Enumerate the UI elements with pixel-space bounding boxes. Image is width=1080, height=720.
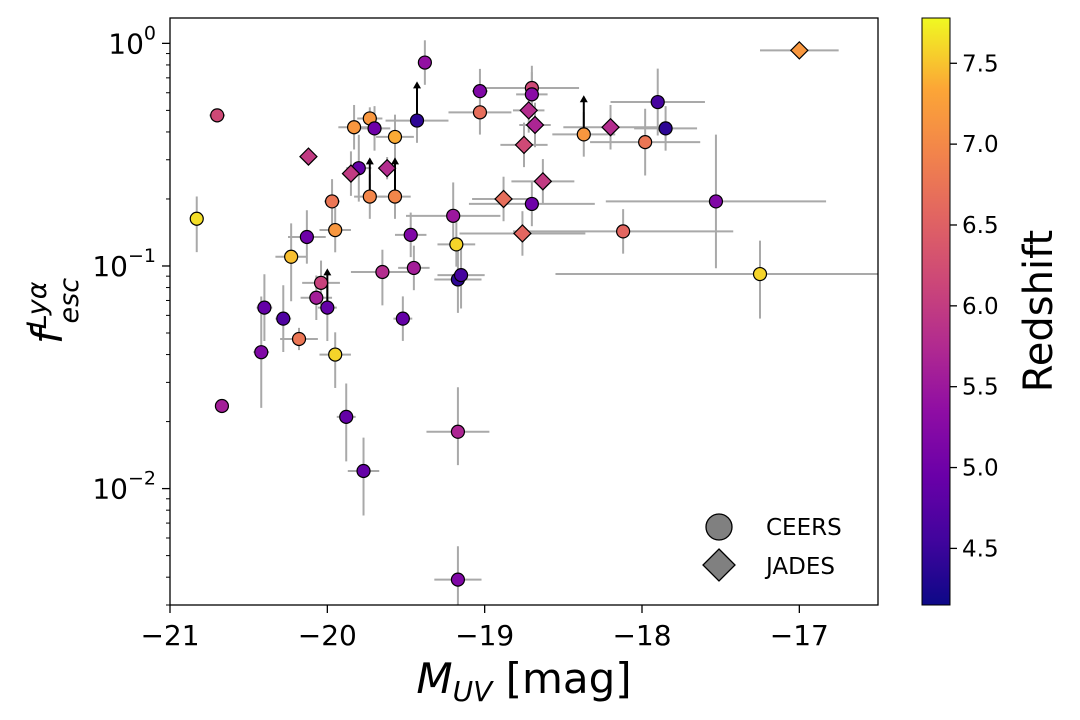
x-tick-label: −20 xyxy=(298,619,357,652)
ceers-point xyxy=(524,196,539,212)
colorbar-label: Redshift xyxy=(1016,230,1062,392)
ceers-point xyxy=(324,194,340,209)
limit-arrow-head xyxy=(390,157,399,165)
x-tick-label: −21 xyxy=(140,619,199,652)
x-axis-ticks: −21 −20 −19 −18 −17 xyxy=(140,605,829,652)
jades-point xyxy=(519,101,539,120)
limit-arrow-head xyxy=(413,81,422,89)
ceers-point xyxy=(387,189,403,204)
legend: CEERS JADES xyxy=(702,513,842,582)
ceers-point xyxy=(472,105,488,120)
jades-point xyxy=(377,158,397,178)
ceers-point xyxy=(257,300,272,315)
jades-point xyxy=(494,189,513,209)
ceers-point xyxy=(576,127,591,142)
ceers-point xyxy=(214,398,230,414)
limit-arrow-head xyxy=(365,157,374,165)
jades-point xyxy=(601,117,620,137)
ceers-point xyxy=(254,345,269,360)
jades-point xyxy=(513,224,532,243)
limit-arrow-head xyxy=(579,95,588,103)
ceers-point xyxy=(638,135,653,150)
jades-point xyxy=(299,147,318,166)
jades-point xyxy=(789,41,809,60)
x-tick-label: −19 xyxy=(455,619,514,652)
colorbar-ticks: 4.5 5.0 5.5 6.0 6.5 7.0 7.5 xyxy=(950,51,999,562)
ceers-point xyxy=(658,121,673,136)
y-axis-label: fLyαesc xyxy=(22,278,85,344)
ceers-point xyxy=(387,129,403,145)
y-tick-label: 10−1 xyxy=(92,245,156,283)
ceers-point xyxy=(328,347,343,362)
ceers-point xyxy=(524,87,539,102)
ceers-point xyxy=(417,55,432,70)
ceers-point xyxy=(328,222,343,238)
y-tick-label: 10−2 xyxy=(92,468,156,506)
colorbar-tick-label: 5.5 xyxy=(962,375,999,401)
ceers-point xyxy=(450,572,466,587)
colorbar-tick-label: 6.5 xyxy=(962,213,999,239)
limit-arrow-head xyxy=(323,268,332,276)
svg-text:fLyαesc: fLyαesc xyxy=(22,278,85,344)
colorbar-tick-label: 5.0 xyxy=(962,456,999,482)
colorbar-tick-label: 6.0 xyxy=(962,294,999,320)
plot-frame xyxy=(169,17,879,606)
ceers-point xyxy=(210,108,225,123)
jades-point xyxy=(525,115,545,135)
legend-circle-marker xyxy=(705,513,733,541)
ceers-point xyxy=(339,409,354,424)
ceers-point xyxy=(708,194,724,209)
legend-diamond-marker xyxy=(702,548,736,582)
data-markers xyxy=(189,41,809,587)
ceers-point xyxy=(616,224,631,239)
colorbar-tick-label: 4.5 xyxy=(962,536,999,562)
ceers-point xyxy=(299,229,314,245)
x-tick-label: −17 xyxy=(770,619,829,652)
ceers-point xyxy=(291,331,307,347)
y-tick-label: 100 xyxy=(108,22,156,60)
ceers-point xyxy=(449,237,464,252)
ceers-point xyxy=(752,266,768,282)
ceers-point xyxy=(446,208,461,223)
error-bars xyxy=(190,40,878,605)
jades-point xyxy=(514,135,534,155)
ceers-point xyxy=(472,84,488,99)
ceers-point xyxy=(356,463,371,479)
ceers-point xyxy=(650,94,665,110)
colorbar-tick-label: 7.5 xyxy=(962,51,999,77)
x-tick-label: −18 xyxy=(612,619,671,652)
ceers-point xyxy=(309,290,324,305)
ceers-point xyxy=(406,260,421,276)
x-axis-label: MUV [mag] xyxy=(416,654,631,708)
ceers-point xyxy=(320,300,335,315)
ceers-point xyxy=(450,424,466,439)
jades-point xyxy=(533,171,553,191)
legend-label-ceers: CEERS xyxy=(766,515,842,541)
ceers-point xyxy=(375,264,390,280)
y-axis-ticks: 10−2 10−1 100 xyxy=(92,22,170,606)
ceers-point xyxy=(284,249,299,264)
ceers-point xyxy=(362,189,377,204)
jades-point xyxy=(341,164,361,183)
ceers-point xyxy=(313,275,329,290)
ceers-point xyxy=(189,211,204,226)
ceers-point xyxy=(276,311,291,326)
ceers-point xyxy=(409,113,425,128)
ceers-point xyxy=(367,121,382,136)
colorbar-gradient xyxy=(921,17,951,606)
ceers-point xyxy=(403,227,418,242)
ceers-point xyxy=(346,120,362,135)
colorbar-tick-label: 7.0 xyxy=(962,132,999,158)
ceers-point xyxy=(453,268,469,283)
colorbar: 4.5 5.0 5.5 6.0 6.5 7.0 7.5 Redshift xyxy=(921,17,1062,606)
legend-label-jades: JADES xyxy=(764,554,835,580)
ceers-point xyxy=(395,311,410,326)
